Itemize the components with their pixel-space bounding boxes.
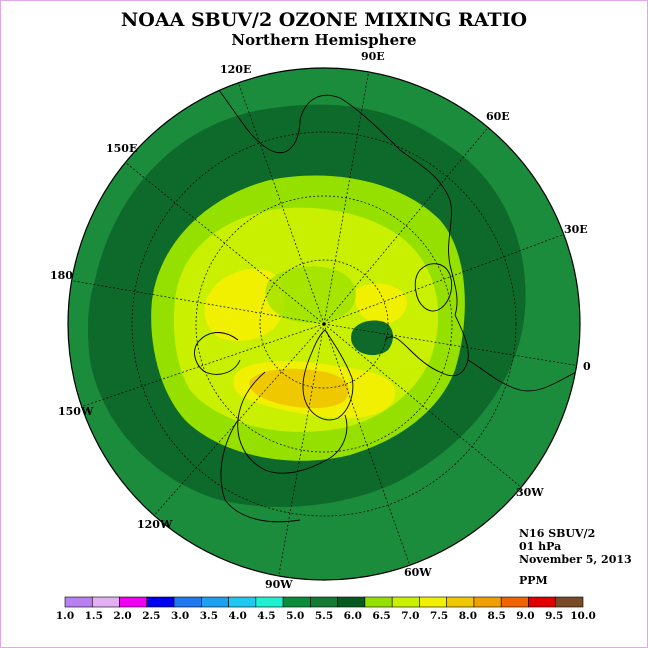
colorbar-swatch	[500, 596, 529, 608]
colorbar-tick-label: 2.5	[142, 610, 160, 622]
colorbar-swatch	[228, 596, 257, 608]
colorbar-tick-label: 6.5	[372, 610, 390, 622]
colorbar-swatch	[146, 596, 175, 608]
contour-8-0	[249, 368, 349, 409]
colorbar-tick-label: 2.0	[113, 610, 131, 622]
colorbar-swatch	[391, 596, 420, 608]
latitude-circle-20	[131, 131, 517, 517]
colorbar-swatch	[473, 596, 502, 608]
coast-asia	[214, 84, 458, 316]
colorbar: 1.0 1.5 2.0 2.5 3.0 3.5 4.0 4.5 5.0 5.5 6.0 6.5 7.0 7…	[56, 596, 596, 622]
colorbar-tick-label: 7.5	[430, 610, 448, 622]
colorbar-tick-label: 3.5	[200, 610, 218, 622]
colorbar-tick-label: 8.5	[488, 610, 506, 622]
colorbar-swatch	[201, 596, 229, 608]
meridian-90e	[323, 68, 371, 325]
coast-scandinavia	[414, 263, 453, 312]
colorbar-tick-label: 4.0	[229, 610, 247, 622]
meridian-30w	[323, 323, 523, 489]
coast-europe	[384, 314, 469, 377]
colorbar-swatch	[419, 596, 447, 608]
coast-africa	[467, 359, 580, 392]
colorbar-tick-label: 3.0	[171, 610, 189, 622]
meridian-90w	[277, 323, 325, 580]
contour-6-0-core	[351, 320, 393, 356]
colorbar-tick-label: 1.5	[85, 610, 103, 622]
meridian-150w	[71, 323, 325, 411]
colorbar-swatch	[555, 596, 584, 608]
coast-north-america	[220, 371, 348, 523]
date-label: November 5, 2013	[519, 553, 632, 566]
colorbar-swatch	[337, 596, 366, 608]
coastlines	[194, 84, 580, 523]
colorbar-swatch	[364, 596, 393, 608]
colorbar-swatch	[528, 596, 557, 608]
colorbar-swatch	[91, 596, 120, 608]
pressure-level-label: 01 hPa	[519, 540, 562, 553]
colorbar-swatch	[64, 596, 93, 608]
colorbar-swatch	[446, 596, 475, 608]
colorbar-swatch	[310, 596, 338, 608]
meridian-60w	[323, 323, 411, 567]
lon-label-60e: 60E	[486, 110, 510, 123]
lon-label-30e: 30E	[564, 223, 588, 236]
lon-label-150e: 150E	[106, 142, 138, 155]
colorbar-swatch	[255, 596, 284, 608]
colorbar-tick-label: 8.0	[459, 610, 477, 622]
map-title: NOAA SBUV/2 OZONE MIXING RATIO	[120, 9, 528, 31]
colorbar-tick-label: 5.5	[315, 610, 333, 622]
contour-7-0-ring	[265, 266, 356, 323]
latitude-circle-70	[259, 259, 389, 389]
colorbar-tick-label: 7.0	[401, 610, 419, 622]
colorbar-tick-label: 10.0	[570, 610, 596, 622]
ozone-field	[68, 68, 580, 580]
coast-alaska	[194, 332, 241, 375]
unit-label: PPM	[519, 574, 548, 587]
lon-label-0: 0	[583, 360, 591, 373]
colorbar-tick-label: 5.0	[286, 610, 304, 622]
colorbar-tick-label: 1.0	[56, 610, 74, 622]
latitude-circle-40	[195, 195, 453, 453]
colorbar-swatch	[119, 596, 148, 608]
colorbar-tick-label: 4.5	[257, 610, 275, 622]
meridian-60e	[323, 117, 497, 325]
lon-label-90w: 90W	[265, 578, 293, 591]
colorbar-tick-label: 6.0	[344, 610, 362, 622]
colorbar-swatch	[282, 596, 311, 608]
meridian-180	[68, 279, 325, 325]
lon-label-120e: 120E	[220, 63, 252, 76]
lon-label-90e: 90E	[361, 50, 385, 63]
meridian-0	[323, 323, 580, 367]
lon-label-60w: 60W	[404, 566, 432, 579]
colorbar-swatch	[173, 596, 202, 608]
graticule	[68, 68, 580, 580]
lon-label-30w: 30W	[516, 486, 544, 499]
info-block: N16 SBUV/2 01 hPa November 5, 2013	[519, 527, 632, 566]
lon-label-120w: 120W	[137, 518, 173, 531]
globe-boundary	[67, 67, 581, 581]
lon-label-180: 180	[50, 269, 73, 282]
colorbar-tick-label: 9.5	[545, 610, 563, 622]
coast-greenland	[302, 329, 354, 421]
lon-label-150w: 150W	[58, 405, 94, 418]
instrument-label: N16 SBUV/2	[519, 527, 596, 540]
colorbar-tick-label: 9.0	[516, 610, 534, 622]
map-subtitle: Northern Hemisphere	[231, 31, 417, 49]
